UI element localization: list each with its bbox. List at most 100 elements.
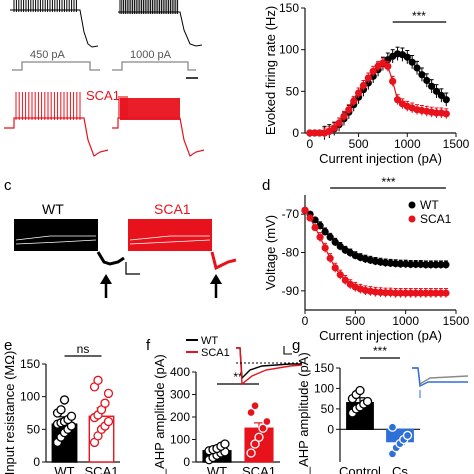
data-point [246, 407, 256, 418]
data-point [262, 416, 272, 427]
y-tick-label: 300 [170, 388, 190, 402]
data-point [326, 254, 334, 262]
data-point [100, 398, 110, 408]
y-tick-label: 150 [314, 361, 334, 375]
data-point [341, 276, 349, 284]
category-label: SCA1 [242, 464, 276, 474]
data-point [56, 405, 66, 415]
data-point [345, 106, 353, 114]
sca1-depolarization-block [120, 98, 180, 120]
significance-label: *** [382, 175, 396, 189]
category-label: SCA1 [85, 464, 119, 474]
y-tick-label: 150 [279, 1, 299, 15]
data-point [413, 64, 421, 72]
wt-spike-traces [10, 9, 203, 48]
data-point [437, 289, 445, 297]
x-tick-label: 500 [349, 137, 369, 151]
data-point [355, 385, 365, 396]
data-point [311, 223, 319, 232]
data-point [220, 439, 230, 449]
y-axis-label: Evoked firing rate (Hz) [263, 6, 278, 135]
data-point [350, 97, 358, 105]
legend-label-sca1: SCA1 [420, 212, 452, 226]
y-tick-label: 0 [33, 455, 40, 469]
data-point [330, 124, 338, 132]
data-point [246, 448, 256, 458]
data-point [397, 260, 405, 268]
y-axis-label: Input resistance (MΩ) [2, 351, 17, 474]
x-tick-label: 1500 [443, 314, 470, 328]
y-tick-label: 0 [327, 422, 334, 436]
wt-voltage-family [14, 219, 125, 266]
wt-spike-fill [13, 0, 179, 14]
legend-marker-sca1 [408, 215, 416, 223]
data-point [402, 289, 410, 297]
sca1-trace-label: SCA1 [86, 88, 120, 103]
significance-label: ** [233, 370, 243, 384]
data-point [316, 233, 324, 241]
panel-letter-e: e [4, 337, 12, 354]
y-axis-label: Voltage (mV) [263, 215, 278, 290]
data-point [402, 430, 413, 441]
data-point [331, 238, 339, 246]
legend-label-wt: WT [420, 198, 439, 212]
y-tick-label: -70 [282, 207, 300, 221]
trace-label-sca1: SCA1 [154, 201, 191, 217]
data-point [66, 411, 77, 421]
sca1-trace-450 [4, 117, 109, 157]
y-axis-label: I_AHP amplitude (pA) [152, 354, 167, 474]
data-point [254, 432, 264, 442]
x-tick-label: 1500 [443, 137, 470, 151]
y-tick-label: 100 [314, 381, 334, 395]
significance-label: *** [373, 344, 387, 358]
significance-label: *** [412, 9, 426, 23]
data-point [301, 206, 309, 214]
iahp-inset-f [236, 346, 304, 386]
data-point [250, 439, 260, 449]
data-point [423, 76, 431, 85]
y-tick-label: 50 [27, 422, 41, 436]
y-tick-label: 100 [170, 433, 190, 447]
data-point [387, 422, 398, 432]
category-label: Control [339, 464, 381, 474]
data-point [403, 53, 411, 61]
data-point [397, 289, 405, 297]
data-point [393, 96, 402, 104]
panel-letter-c: c [4, 177, 12, 194]
y-tick-label: 150 [20, 357, 40, 371]
data-point [321, 244, 329, 252]
data-point [442, 96, 450, 104]
current-step-traces [12, 61, 196, 71]
arrow-sca1 [210, 274, 222, 298]
data-point [422, 261, 430, 269]
data-point [412, 289, 420, 297]
y-tick-label: 400 [170, 365, 190, 379]
x-tick-label: 500 [345, 314, 365, 328]
y-axis-label: I_AHP amplitude (pA) [296, 352, 311, 474]
data-point [437, 91, 445, 100]
y-tick-label: 200 [170, 410, 190, 424]
data-point [354, 89, 363, 97]
data-point [442, 289, 450, 297]
data-point [418, 71, 426, 79]
data-point [437, 261, 445, 269]
y-tick-label: 0 [183, 455, 190, 469]
data-point [389, 77, 397, 85]
x-axis-label: Current injection (pA) [319, 328, 442, 343]
data-point [417, 289, 425, 297]
y-tick-label: 100 [279, 43, 299, 57]
data-point [432, 261, 440, 269]
data-point [359, 81, 368, 90]
data-point [364, 74, 372, 82]
legend-label-sca1: SCA1 [201, 347, 230, 359]
wt-trace-450 [10, 9, 99, 48]
data-point [362, 396, 373, 407]
wt-trace-1000 [118, 11, 203, 47]
legend-marker-wt [408, 201, 416, 209]
y-tick-label: 50 [286, 84, 300, 98]
data-point [427, 289, 435, 297]
iahp-inset-g [412, 367, 469, 398]
legend-label-wt: WT [201, 335, 218, 347]
